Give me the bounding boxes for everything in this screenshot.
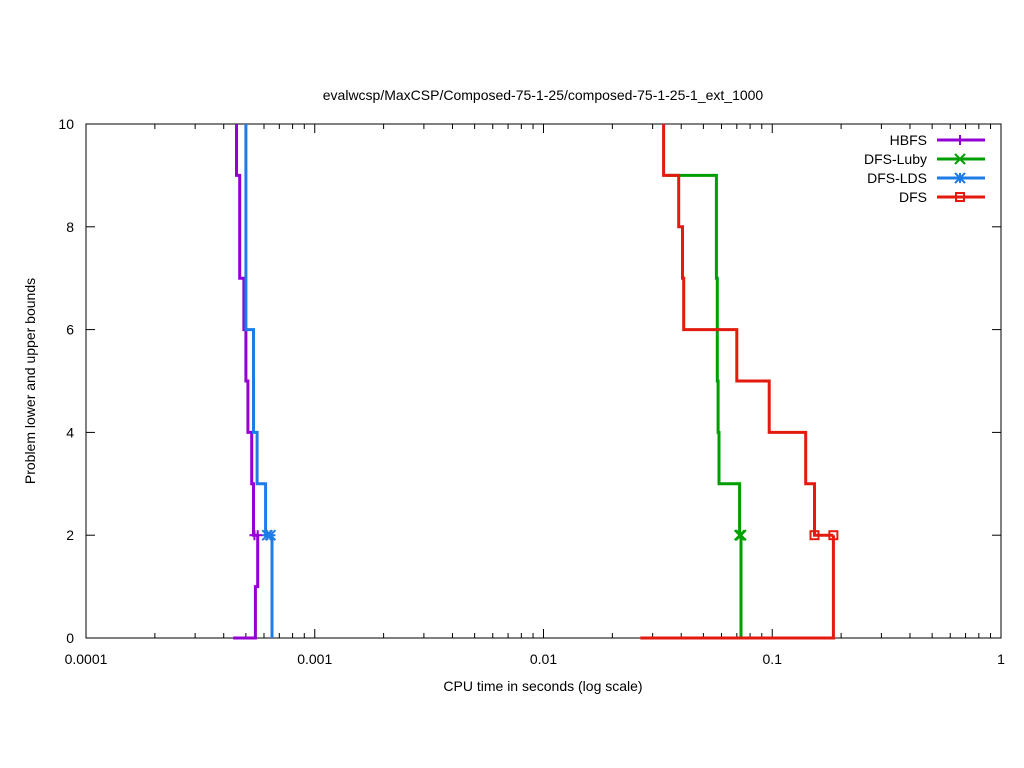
y-tick-label: 2: [66, 527, 74, 543]
x-tick-label: 0.01: [530, 651, 557, 667]
hbfs-upper-bound-line: [235, 124, 258, 537]
legend-label-dfs: DFS: [899, 189, 927, 205]
x-tick-label: 1: [997, 651, 1005, 667]
hbfs-lower-bound-line: [233, 535, 260, 640]
legend-marker-dfs-luby: [954, 153, 966, 165]
y-axis-label: Problem lower and upper bounds: [22, 278, 38, 484]
legend-label-hbfs: HBFS: [890, 132, 927, 148]
x-tick-label: 0.1: [763, 651, 783, 667]
x-tick-label: 0.001: [297, 651, 332, 667]
y-tick-label: 10: [58, 116, 74, 132]
plot-area-frame: [85, 123, 1002, 639]
chart-title: evalwcsp/MaxCSP/Composed-75-1-25/compose…: [323, 87, 764, 103]
dfs-upper-bound-line: [662, 124, 834, 537]
x-axis-label: CPU time in seconds (log scale): [443, 678, 642, 694]
series-lines: [233, 124, 839, 640]
y-tick-label: 0: [66, 630, 74, 646]
dfs-marker: [828, 530, 839, 541]
dfs-marker: [809, 530, 820, 541]
dfs-luby-marker: [735, 529, 747, 541]
x-tick-label: 0.0001: [65, 651, 108, 667]
legend-label-dfs-luby: DFS-Luby: [864, 151, 927, 167]
y-tick-label: 8: [66, 219, 74, 235]
legend-marker-hbfs: [955, 135, 965, 145]
y-tick-label: 4: [66, 424, 74, 440]
legend-marker-dfs-lds: [954, 172, 966, 184]
legend-marker-dfs: [955, 192, 965, 202]
dfs-lower-bound-line: [640, 535, 835, 640]
legend: HBFS DFS-Luby DFS-LDS DFS: [864, 132, 985, 205]
legend-label-dfs-lds: DFS-LDS: [867, 170, 927, 186]
dfs-luby-upper-bound-line: [666, 173, 742, 536]
y-tick-label: 6: [66, 322, 74, 338]
dfs-lds-marker: [264, 529, 277, 541]
dfs-lds-upper-bound-line: [244, 124, 272, 537]
hbfs-marker: [252, 530, 263, 541]
